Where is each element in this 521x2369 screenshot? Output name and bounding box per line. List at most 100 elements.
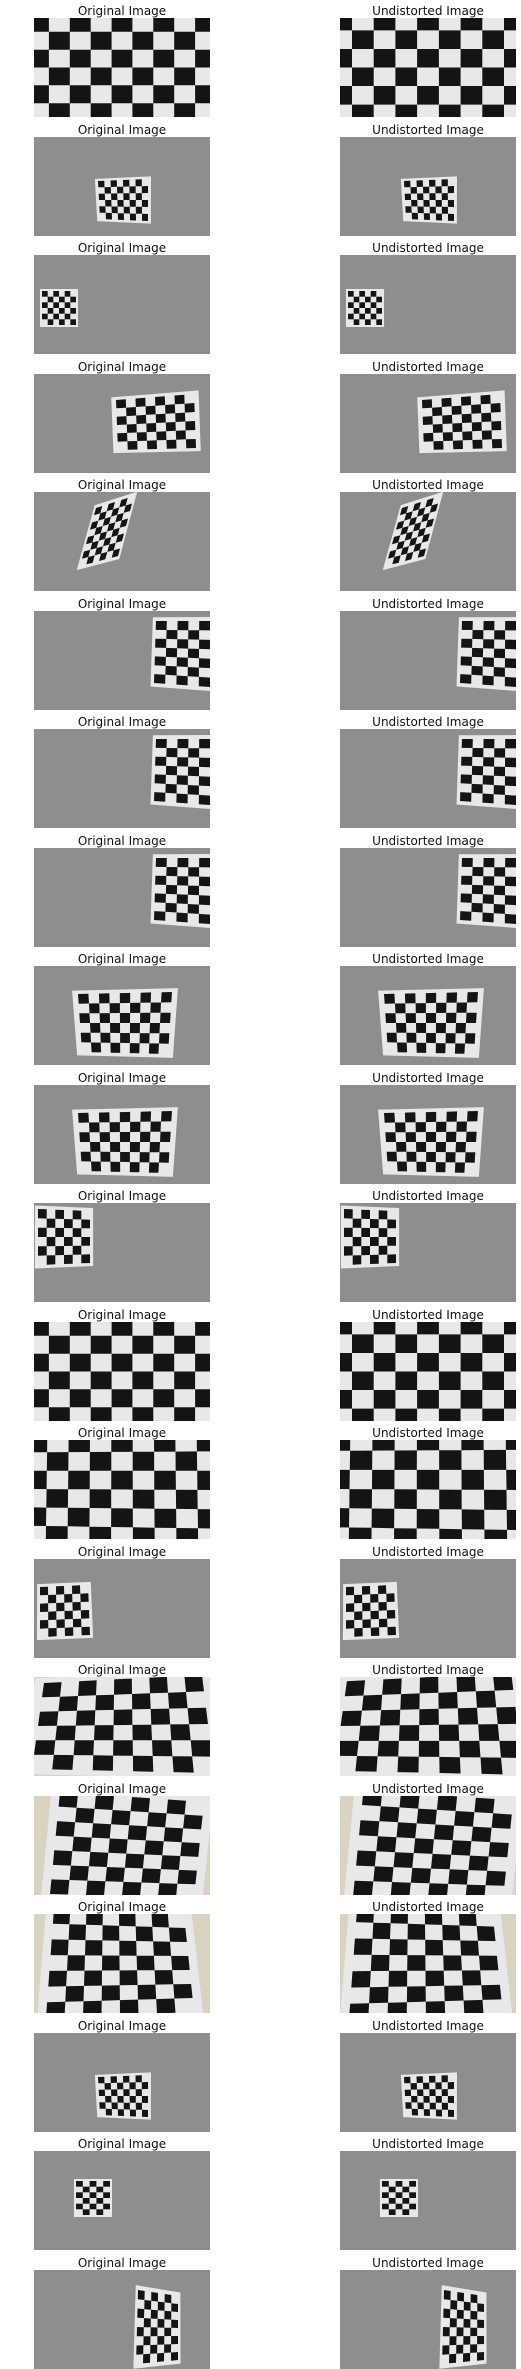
checker-square bbox=[438, 1408, 461, 1421]
checker-square bbox=[140, 1110, 152, 1122]
checker-square bbox=[187, 885, 199, 895]
checker-square bbox=[482, 893, 494, 904]
checker-square bbox=[482, 1408, 504, 1421]
checker-square bbox=[456, 2344, 464, 2354]
checker-square bbox=[55, 1246, 64, 1256]
checker-square bbox=[505, 620, 516, 630]
checker-square bbox=[153, 1388, 175, 1407]
chessboard-photo bbox=[34, 492, 210, 591]
checker-square bbox=[111, 2102, 118, 2109]
checker-square bbox=[40, 1619, 49, 1629]
checker-square bbox=[86, 1914, 103, 1926]
checker-square bbox=[424, 1914, 443, 1925]
checkerboard bbox=[154, 739, 210, 805]
checker-square bbox=[68, 1440, 90, 1453]
checker-square bbox=[394, 1528, 417, 1539]
checker-square bbox=[340, 1508, 350, 1528]
checker-square bbox=[103, 537, 112, 547]
checker-square bbox=[136, 414, 147, 424]
checkerboard bbox=[422, 394, 502, 450]
checker-square bbox=[117, 2082, 124, 2089]
checker-square bbox=[155, 875, 167, 885]
checker-square bbox=[428, 1882, 449, 1895]
panel-title: Undistorted Image bbox=[372, 1189, 484, 1203]
checker-square bbox=[378, 1228, 388, 1237]
panel-title: Undistorted Image bbox=[372, 122, 484, 137]
checker-square bbox=[417, 18, 439, 31]
checker-square bbox=[137, 2289, 145, 2300]
checker-square bbox=[471, 884, 484, 894]
checker-square bbox=[184, 1677, 204, 1692]
checker-square bbox=[483, 620, 495, 630]
checker-square bbox=[416, 179, 423, 187]
checker-square bbox=[58, 1696, 78, 1712]
checker-square bbox=[80, 1032, 91, 1043]
checker-square bbox=[34, 49, 49, 68]
chessboard-photo bbox=[340, 18, 516, 117]
checker-square bbox=[388, 549, 397, 559]
checkerboard bbox=[34, 18, 210, 117]
checker-square bbox=[52, 1914, 70, 1925]
checker-square bbox=[90, 31, 112, 50]
checkerboard bbox=[154, 620, 210, 687]
checker-square bbox=[461, 857, 473, 867]
checker-square bbox=[177, 757, 189, 767]
panel-title: Original Image bbox=[77, 241, 167, 255]
checker-square bbox=[396, 520, 405, 530]
checker-square bbox=[69, 49, 91, 68]
checker-square bbox=[149, 1023, 160, 1034]
checker-square bbox=[135, 192, 142, 200]
checker-square bbox=[46, 2001, 66, 2013]
checker-square bbox=[400, 506, 409, 516]
checker-square bbox=[177, 638, 189, 649]
checker-square bbox=[129, 2081, 136, 2089]
checker-square bbox=[378, 1210, 388, 1220]
checker-square bbox=[135, 2088, 142, 2096]
checker-square bbox=[73, 1740, 94, 1756]
checker-square bbox=[69, 1388, 91, 1407]
checker-square bbox=[340, 1321, 352, 1334]
checker-square bbox=[70, 308, 76, 314]
checker-square bbox=[435, 1141, 446, 1152]
checker-square bbox=[425, 1970, 445, 1987]
checker-square bbox=[370, 1610, 379, 1619]
panel-title: Original Image bbox=[77, 715, 167, 729]
checker-square bbox=[99, 2101, 106, 2109]
checker-square bbox=[423, 199, 430, 207]
checker-square bbox=[99, 551, 108, 561]
checker-square bbox=[447, 2081, 454, 2089]
checker-square bbox=[484, 1489, 507, 1510]
checkerboard bbox=[34, 1321, 210, 1421]
checker-square bbox=[198, 794, 210, 805]
checker-square bbox=[485, 1870, 506, 1886]
panel-title: Original Image bbox=[77, 1900, 167, 1914]
checker-square bbox=[150, 2326, 158, 2336]
checker-square bbox=[174, 1371, 196, 1389]
checker-square bbox=[494, 866, 506, 877]
checker-square bbox=[126, 406, 137, 416]
checker-square bbox=[411, 2108, 418, 2115]
checker-square bbox=[451, 1839, 472, 1856]
checker-square bbox=[119, 1914, 136, 1927]
checker-square bbox=[409, 537, 418, 547]
panel-title: Original Image bbox=[77, 2018, 167, 2033]
checker-square bbox=[165, 902, 177, 912]
checker-square bbox=[344, 1227, 353, 1237]
checker-square bbox=[46, 1218, 56, 1228]
checker-square bbox=[472, 439, 483, 449]
checker-square bbox=[340, 1469, 350, 1490]
chessboard-photo bbox=[340, 610, 516, 710]
checker-square bbox=[94, 506, 103, 516]
checker-square bbox=[64, 291, 71, 297]
checker-square bbox=[176, 912, 188, 922]
checker-square bbox=[177, 1869, 197, 1884]
checker-square bbox=[177, 620, 189, 630]
checker-square bbox=[397, 1756, 419, 1773]
checker-square bbox=[353, 319, 360, 325]
checker-square bbox=[130, 1796, 150, 1812]
checker-square bbox=[64, 1237, 73, 1246]
checker-square bbox=[90, 520, 99, 530]
checker-square bbox=[111, 1508, 133, 1528]
checker-square bbox=[158, 1882, 178, 1895]
checker-square bbox=[89, 1489, 112, 1509]
